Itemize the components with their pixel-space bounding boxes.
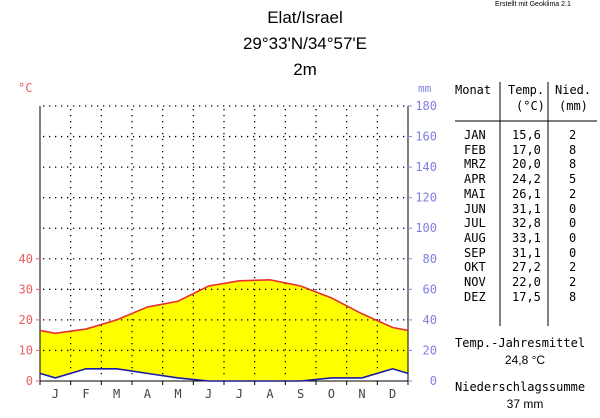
table-cell-month: NOV [464, 275, 486, 289]
precip-tick-label: 0 [430, 374, 437, 388]
table-cell-precip: 2 [569, 186, 577, 201]
table-cell-temp: 26,1 [512, 186, 541, 201]
annual-precip-label: Niederschlagssumme [455, 380, 586, 394]
month-label: A [266, 387, 274, 401]
precip-tick-label: 140 [415, 160, 437, 174]
table-cell-precip: 5 [569, 172, 577, 187]
annual-temp-label: Temp.-Jahresmittel [455, 336, 586, 350]
table-cell-precip: 0 [569, 230, 577, 245]
table-row: FEB 17,0 8 [452, 143, 598, 157]
month-label: N [358, 387, 365, 401]
month-label: O [328, 387, 335, 401]
table-header-month: Monat [455, 83, 492, 97]
month-label: A [144, 387, 152, 401]
table-cell-precip: 8 [569, 142, 577, 157]
month-label: J [236, 387, 243, 401]
table-cell-month: MRZ [464, 157, 486, 172]
station-elevation: 2m [293, 60, 317, 79]
table-cell-temp: 33,1 [512, 230, 541, 245]
table-cell-month: DEZ [464, 289, 486, 304]
credit-text: Erstellt mit Geoklima 2.1 [495, 1, 571, 8]
station-coords: 29°33'N/34°57'E [242, 34, 368, 53]
precip-tick-label: 20 [423, 343, 437, 357]
temp-tick-label: 20 [19, 313, 33, 327]
temp-tick-label: 10 [19, 343, 33, 357]
month-label: S [297, 387, 304, 401]
precip-tick-label: 160 [415, 130, 437, 144]
table-cell-temp: 20,0 [512, 157, 541, 172]
table-cell-temp: 32,8 [512, 216, 541, 231]
table-header-temp-unit: (°C) [516, 99, 545, 113]
precip-tick-label: 60 [423, 282, 437, 296]
table-row: JAN 15,6 2 [452, 128, 598, 142]
table-cell-temp: 31,1 [512, 201, 541, 216]
table-cell-temp: 17,5 [512, 289, 541, 304]
temperature-line [39, 279, 409, 335]
table-cell-precip: 2 [569, 260, 577, 275]
table-cell-temp: 15,6 [512, 128, 541, 142]
table-cell-month: MAI [464, 186, 486, 201]
table-cell-precip: 0 [569, 245, 577, 260]
temp-unit-label: °C [18, 81, 32, 95]
table-row: NOV 22,0 2 [452, 275, 598, 289]
table-cell-month: SEP [464, 245, 486, 260]
month-label: J [205, 387, 212, 401]
table-cell-temp: 22,0 [512, 275, 541, 289]
table-cell-month: APR [464, 172, 486, 187]
grid [43, 105, 406, 379]
table-header-precip-unit: (mm) [559, 99, 588, 113]
table-cell-precip: 0 [569, 201, 577, 216]
temp-tick-label: 40 [19, 252, 33, 266]
month-label: J [52, 387, 59, 401]
annual-precip-value: 37 mm [506, 397, 544, 411]
precip-unit-label: mm [418, 82, 432, 95]
temp-tick-label: 0 [26, 374, 33, 388]
annual-temp-value: 24,8 °C [504, 353, 546, 367]
table-row: SEP 31,1 0 [452, 246, 598, 260]
table-row: AUG 33,1 0 [452, 231, 598, 245]
station-name: Elat/Israel [267, 8, 343, 27]
table-cell-precip: 8 [569, 157, 577, 172]
precip-tick-label: 100 [415, 221, 437, 235]
table-row: MRZ 20,0 8 [452, 157, 598, 171]
month-label: D [389, 387, 396, 401]
table-cell-temp: 27,2 [512, 260, 541, 275]
precip-tick-label: 180 [415, 99, 437, 113]
table-row: OKT 27,2 2 [452, 260, 598, 274]
table-row: APR 24,2 5 [452, 172, 598, 186]
table-row: DEZ 17,5 8 [452, 290, 598, 304]
table-cell-temp: 31,1 [512, 245, 541, 260]
table-cell-month: AUG [464, 230, 486, 245]
table-row: MAI 26,1 2 [452, 187, 598, 201]
month-label: M [174, 387, 181, 401]
table-cell-month: JAN [464, 128, 486, 142]
table-cell-precip: 2 [569, 128, 577, 142]
table-cell-precip: 8 [569, 289, 577, 304]
precip-tick-label: 80 [423, 252, 437, 266]
precip-tick-label: 120 [415, 191, 437, 205]
table-cell-precip: 2 [569, 275, 577, 289]
table-header-temp: Temp. [508, 83, 545, 97]
table-cell-month: JUL [464, 216, 486, 231]
table-cell-month: FEB [464, 142, 486, 157]
table-cell-month: OKT [464, 260, 486, 275]
table-cell-precip: 0 [569, 216, 577, 231]
table-header-precip: Nied. [555, 83, 592, 97]
month-label: F [82, 387, 89, 401]
table-cell-temp: 24,2 [512, 172, 541, 187]
temp-tick-label: 30 [19, 282, 33, 296]
table-row: JUL 32,8 0 [452, 216, 598, 230]
month-label: M [113, 387, 120, 401]
table-row: JUN 31,1 0 [452, 202, 598, 216]
precip-tick-label: 40 [423, 313, 437, 327]
table-cell-temp: 17,0 [512, 142, 541, 157]
table-cell-month: JUN [464, 201, 486, 216]
